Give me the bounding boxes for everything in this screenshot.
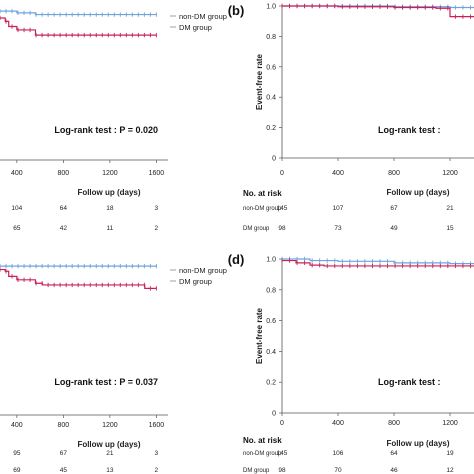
risk-value: 46 xyxy=(390,467,398,474)
risk-value: 106 xyxy=(333,450,344,457)
risk-row-label: non-DM group xyxy=(243,451,282,457)
risk-value: 42 xyxy=(60,225,68,232)
x-tick-label: 1200 xyxy=(102,170,118,177)
y-tick-label: 0.6 xyxy=(266,318,276,325)
risk-value: 145 xyxy=(277,450,288,457)
y-tick-label: 1.0 xyxy=(266,257,276,264)
y-tick-label: 0.6 xyxy=(266,64,276,71)
logrank-annotation: Log-rank test : xyxy=(378,377,441,387)
risk-value: 45 xyxy=(60,467,68,474)
risk-value: 64 xyxy=(390,450,398,457)
y-tick-label: 0.4 xyxy=(266,95,276,102)
x-tick-label: 400 xyxy=(332,170,344,177)
y-axis-label: Event-free rate xyxy=(255,53,264,110)
logrank-annotation: Log-rank test : P = 0.020 xyxy=(54,125,158,135)
risk-table-title: No. at risk xyxy=(243,189,282,198)
x-tick-label: 800 xyxy=(58,170,70,177)
legend-label: non-DM group xyxy=(179,12,227,21)
y-tick-label: 0 xyxy=(272,156,276,163)
series-line-dm xyxy=(0,268,157,289)
x-tick-label: 1600 xyxy=(149,170,165,177)
series-line-non-dm xyxy=(282,258,474,265)
risk-value: 2 xyxy=(155,467,159,474)
risk-value: 64 xyxy=(60,205,68,212)
risk-value: 13 xyxy=(106,467,114,474)
x-axis-label: Follow up (days) xyxy=(77,440,140,449)
x-tick-label: 800 xyxy=(58,422,70,429)
risk-row-label: non-DM group xyxy=(243,206,282,212)
legend-label: non-DM group xyxy=(179,266,227,275)
chart-panel-c: 400 800 1200 1600 Follow up (days) non-DM gro… xyxy=(0,263,227,474)
risk-value: 73 xyxy=(334,225,342,232)
risk-value: 2 xyxy=(155,225,159,232)
chart-panel-d: 0 0.2 0.4 0.6 0.8 1.0 0 400 800 1200 Follow up (da… xyxy=(228,252,474,474)
risk-value: 98 xyxy=(278,225,286,232)
y-tick-label: 0.2 xyxy=(266,125,276,132)
legend-label: DM group xyxy=(179,277,212,286)
risk-value: 3 xyxy=(155,450,159,457)
x-tick-label: 1200 xyxy=(442,420,458,427)
logrank-annotation: Log-rank test : P = 0.037 xyxy=(54,377,158,387)
y-tick-label: 0.8 xyxy=(266,287,276,294)
x-tick-label: 0 xyxy=(280,420,284,427)
risk-value: 67 xyxy=(390,205,398,212)
x-tick-label: 400 xyxy=(11,422,23,429)
risk-value: 70 xyxy=(334,467,342,474)
x-tick-label: 400 xyxy=(332,420,344,427)
x-axis-label: Follow up (days) xyxy=(77,188,140,197)
risk-value: 3 xyxy=(155,205,159,212)
risk-value: 21 xyxy=(446,205,454,212)
x-tick-label: 0 xyxy=(280,170,284,177)
risk-table-title: No. at risk xyxy=(243,436,282,445)
y-tick-label: 0.4 xyxy=(266,349,276,356)
y-tick-label: 1.0 xyxy=(266,4,276,11)
risk-value: 107 xyxy=(333,205,344,212)
panel-tag: (d) xyxy=(228,252,245,267)
y-tick-label: 0.2 xyxy=(266,380,276,387)
x-axis-label: Follow up (days) xyxy=(386,188,449,197)
series-line-dm xyxy=(282,5,474,18)
y-tick-label: 0 xyxy=(272,411,276,418)
risk-value: 18 xyxy=(106,205,114,212)
x-axis-label: Follow up (days) xyxy=(386,439,449,448)
x-tick-label: 1600 xyxy=(149,422,165,429)
x-tick-label: 1200 xyxy=(102,422,118,429)
risk-value: 67 xyxy=(60,450,68,457)
y-tick-label: 0.8 xyxy=(266,34,276,41)
series-line-dm xyxy=(282,259,474,267)
risk-row-label: DM group xyxy=(243,226,270,232)
risk-value: 95 xyxy=(13,450,21,457)
risk-value: 104 xyxy=(11,205,22,212)
risk-value: 21 xyxy=(106,450,114,457)
panel-tag: (b) xyxy=(228,3,245,18)
chart-panel-b: 0 0.2 0.4 0.6 0.8 1.0 0 400 800 1200 Follow up (da… xyxy=(228,3,474,232)
risk-value: 145 xyxy=(277,205,288,212)
risk-row-label: DM group xyxy=(243,468,270,474)
risk-value: 19 xyxy=(446,450,454,457)
chart-panel-a: 400 800 1200 1600 Follow up (days) non-DM gro… xyxy=(0,8,227,232)
risk-value: 69 xyxy=(13,467,21,474)
series-line-dm xyxy=(0,17,157,36)
risk-value: 49 xyxy=(390,225,398,232)
x-tick-label: 400 xyxy=(11,170,23,177)
legend-label: DM group xyxy=(179,23,212,32)
risk-value: 98 xyxy=(278,467,286,474)
risk-value: 11 xyxy=(106,225,113,232)
x-tick-label: 800 xyxy=(388,170,400,177)
x-tick-label: 800 xyxy=(388,420,400,427)
logrank-annotation: Log-rank test : xyxy=(378,125,441,135)
y-axis-label: Event-free rate xyxy=(255,307,264,364)
risk-value: 65 xyxy=(13,225,21,232)
risk-value: 12 xyxy=(446,467,454,474)
risk-value: 15 xyxy=(446,225,454,232)
x-tick-label: 1200 xyxy=(442,170,458,177)
